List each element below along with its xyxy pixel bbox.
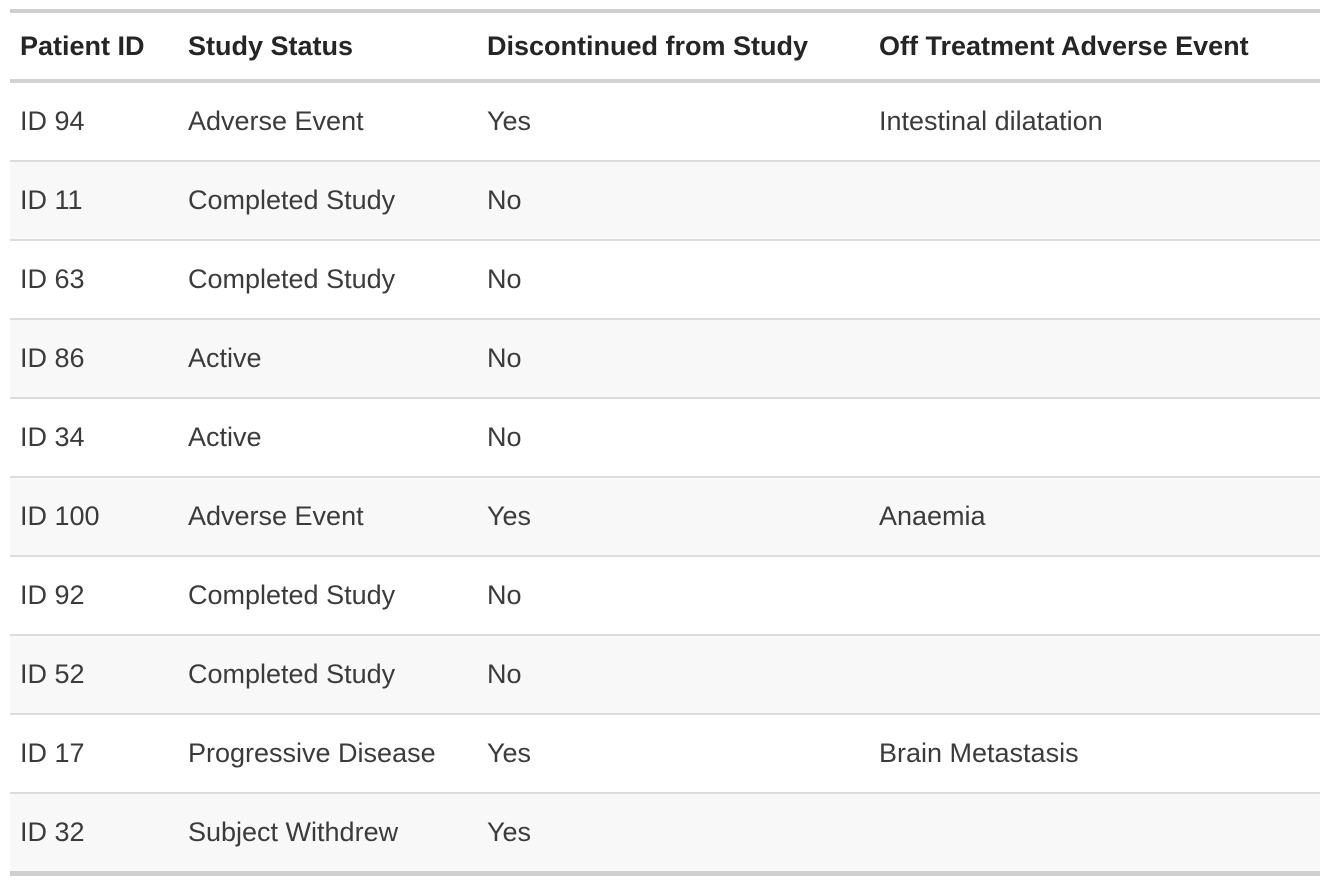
cell-discontinued-from-study: No (477, 318, 869, 398)
cell-off-treatment-adverse-event: Intestinal dilatation (879, 106, 1103, 136)
column-header-patient-id: Patient ID (10, 11, 178, 83)
cell-study-status: Completed Study (178, 555, 477, 635)
table-row: ID 92 Completed Study No (10, 555, 1320, 635)
cell-patient-id: ID 32 (10, 792, 178, 874)
table-row: ID 94 Adverse Event Yes Intestinal dilat… (10, 81, 1320, 161)
cell-study-status: Completed Study (178, 634, 477, 714)
cell-off-treatment-adverse-event: Anaemia (869, 476, 1320, 556)
cell-off-treatment-adverse-event (869, 634, 1320, 714)
cell-patient-id: ID 86 (10, 318, 178, 398)
table-row: ID 34 Active No (10, 397, 1320, 477)
column-header-off-treatment-adverse-event: Off Treatment Adverse Event (869, 11, 1320, 83)
patient-study-table-container: Patient ID Study Status Discontinued fro… (10, 9, 1320, 876)
cell-off-treatment-adverse-event (869, 397, 1320, 477)
table-row: ID 63 Completed Study No (10, 239, 1320, 319)
cell-study-status: Adverse Event (188, 106, 364, 136)
table-row: ID 100 Adverse Event Yes Anaemia (10, 476, 1320, 556)
cell-patient-id: ID 94 (20, 106, 85, 136)
table-row: ID 52 Completed Study No (10, 634, 1320, 714)
cell-patient-id: ID 52 (10, 634, 178, 714)
cell-patient-id: ID 63 (10, 239, 178, 319)
table-row: ID 32 Subject Withdrew Yes (10, 792, 1320, 874)
cell-study-status: Active (178, 397, 477, 477)
cell-off-treatment-adverse-event (869, 160, 1320, 240)
cell-discontinued-from-study: No (477, 397, 869, 477)
cell-off-treatment-adverse-event (869, 792, 1320, 874)
patient-study-table: Patient ID Study Status Discontinued fro… (10, 9, 1320, 876)
header-row: Patient ID Study Status Discontinued fro… (10, 11, 1320, 83)
cell-discontinued-from-study: Yes (477, 713, 869, 793)
table-row: ID 17 Progressive Disease Yes Brain Meta… (10, 713, 1320, 793)
cell-patient-id: ID 17 (10, 713, 178, 793)
cell-off-treatment-adverse-event (869, 555, 1320, 635)
cell-discontinued-from-study: Yes (487, 106, 532, 136)
cell-patient-id: ID 100 (10, 476, 178, 556)
cell-off-treatment-adverse-event (869, 239, 1320, 319)
cell-discontinued-from-study: No (477, 555, 869, 635)
cell-off-treatment-adverse-event: Brain Metastasis (869, 713, 1320, 793)
cell-patient-id: ID 11 (10, 160, 178, 240)
cell-study-status: Adverse Event (178, 476, 477, 556)
cell-study-status: Completed Study (178, 239, 477, 319)
cell-study-status: Progressive Disease (178, 713, 477, 793)
table-body: ID 94 Adverse Event Yes Intestinal dilat… (10, 81, 1320, 874)
cell-study-status: Completed Study (178, 160, 477, 240)
column-header-study-status: Study Status (178, 11, 477, 83)
cell-study-status: Active (178, 318, 477, 398)
table-row: ID 11 Completed Study No (10, 160, 1320, 240)
cell-discontinued-from-study: No (477, 634, 869, 714)
cell-discontinued-from-study: No (477, 160, 869, 240)
cell-discontinued-from-study: Yes (477, 476, 869, 556)
cell-off-treatment-adverse-event (869, 318, 1320, 398)
cell-patient-id: ID 92 (10, 555, 178, 635)
cell-patient-id: ID 34 (10, 397, 178, 477)
table-row: ID 86 Active No (10, 318, 1320, 398)
cell-discontinued-from-study: Yes (477, 792, 869, 874)
cell-discontinued-from-study: No (477, 239, 869, 319)
cell-study-status: Subject Withdrew (178, 792, 477, 874)
column-header-discontinued-from-study: Discontinued from Study (477, 11, 869, 83)
